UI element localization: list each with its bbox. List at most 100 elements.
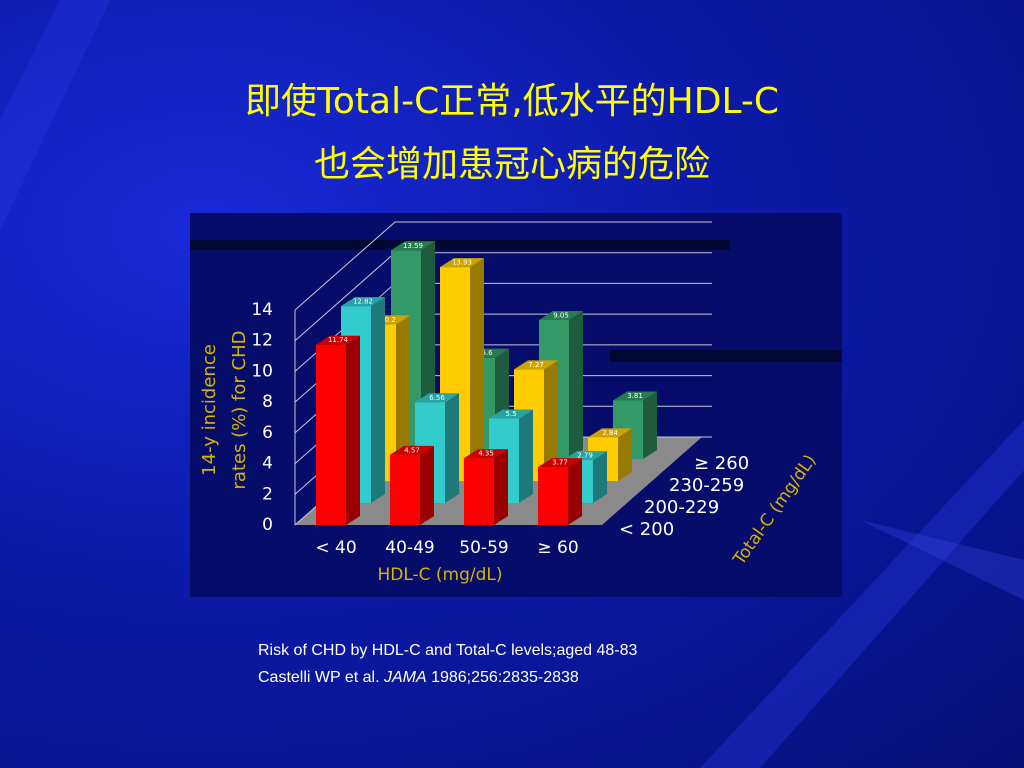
bar-top-shade: [391, 241, 435, 251]
value-label: 3.77: [552, 459, 568, 467]
bar-side-shade: [569, 311, 583, 459]
bar-side: [420, 445, 434, 525]
bar-side: [544, 360, 558, 481]
bar-side-shade: [519, 409, 533, 503]
bar-side: [396, 315, 410, 481]
value-label: 10.2: [380, 316, 396, 324]
value-label: 6.6: [481, 349, 493, 357]
bar-top-shade: [538, 458, 582, 468]
value-label: 13.93: [452, 259, 472, 267]
bar-side-shade: [618, 428, 632, 481]
x-tick-label: 40-49: [385, 538, 434, 558]
bar-side-shade: [470, 258, 484, 481]
bar-side: [643, 391, 657, 459]
bar-front: [538, 467, 568, 525]
bar-top-shade: [489, 409, 533, 419]
bar-top: [390, 445, 434, 455]
bar-top-shade: [613, 391, 657, 401]
bar-front: [390, 454, 420, 525]
value-label: 2.84: [602, 429, 618, 437]
bar-side-shade: [494, 449, 508, 525]
value-label: 7.27: [528, 361, 544, 369]
x-axis-label: HDL-C (mg/dL): [377, 565, 502, 585]
bar: [316, 335, 360, 525]
bar-top: [415, 393, 459, 403]
caption-part: Castelli WP et al.: [258, 669, 384, 686]
bar-top-shade: [390, 445, 434, 455]
value-label: 2.79: [577, 452, 593, 460]
caption-journal: JAMA: [383, 669, 427, 686]
series-label: ≥ 260: [694, 453, 749, 474]
bar-side: [569, 311, 583, 459]
bar-side: [445, 393, 459, 503]
bar-top-shade: [316, 335, 360, 345]
bar-side-shade: [371, 297, 385, 503]
y-tick-label: 14: [251, 300, 273, 320]
y-tick-label: 2: [262, 484, 273, 504]
bar: [464, 449, 508, 525]
bar-top: [464, 449, 508, 459]
value-label: 5.5: [505, 410, 516, 418]
title-line: 也会增加患冠心病的危险: [313, 144, 710, 185]
bar: [489, 409, 533, 503]
bar-front: [464, 458, 494, 525]
bar-front: [316, 344, 346, 525]
bar-top: [316, 335, 360, 345]
panel-stripe: [610, 350, 842, 362]
value-label: 3.81: [627, 392, 643, 400]
bar-top-shade: [415, 393, 459, 403]
bar-top: [539, 311, 583, 321]
bar-top-shade: [539, 311, 583, 321]
bar-top-shade: [563, 451, 607, 461]
bar-side-shade: [593, 451, 607, 503]
bar-side-shade: [445, 393, 459, 503]
series-label: 230-259: [669, 475, 744, 496]
y-tick-label: 12: [251, 331, 273, 351]
y-axis-label: 14-y incidence: [199, 344, 220, 476]
value-label: 6.56: [429, 394, 445, 402]
bar-side-shade: [544, 360, 558, 481]
bar-top-shade: [341, 297, 385, 307]
x-tick-label: ≥ 60: [537, 538, 578, 558]
bar: [390, 445, 434, 525]
bar-side: [470, 258, 484, 481]
bar-top: [341, 297, 385, 307]
bar-top: [440, 258, 484, 268]
value-label: 4.35: [478, 450, 494, 458]
bar-side: [494, 449, 508, 525]
caption: Castelli WP et al. JAMA 1986;256:2835-28…: [258, 669, 579, 687]
value-label: 4.57: [404, 446, 420, 454]
panel-stripe: [190, 240, 730, 250]
y-axis-label: rates (%) for CHD: [229, 331, 250, 490]
y-tick-label: 4: [262, 454, 273, 474]
bar-top-shade: [464, 449, 508, 459]
grid-line: [294, 221, 712, 311]
y-tick-label: 10: [251, 361, 273, 381]
bar-side-shade: [346, 335, 360, 525]
y-tick-label: 0: [262, 515, 273, 535]
y-tick-label: 8: [262, 392, 273, 412]
value-label: 11.74: [328, 336, 349, 344]
bar-top: [613, 391, 657, 401]
bar-side: [371, 297, 385, 503]
value-label: 13.59: [403, 242, 423, 250]
bar-top: [563, 451, 607, 461]
value-label: 9.05: [553, 312, 569, 320]
caption: Risk of CHD by HDL-C and Total-C levels;…: [258, 642, 638, 659]
x-tick-label: < 40: [315, 538, 356, 558]
caption-part: 1986;256:2835-2838: [426, 669, 579, 686]
bar-side-shade: [420, 445, 434, 525]
bar-top: [514, 360, 558, 370]
x-tick-label: 50-59: [459, 538, 508, 558]
series-label: < 200: [619, 519, 674, 540]
bar: [538, 458, 582, 525]
y-tick-label: 6: [262, 423, 273, 443]
bar-top: [588, 428, 632, 438]
bar-top: [538, 458, 582, 468]
bar-top: [489, 409, 533, 419]
bar-side: [346, 335, 360, 525]
value-label: 12.82: [353, 298, 373, 306]
